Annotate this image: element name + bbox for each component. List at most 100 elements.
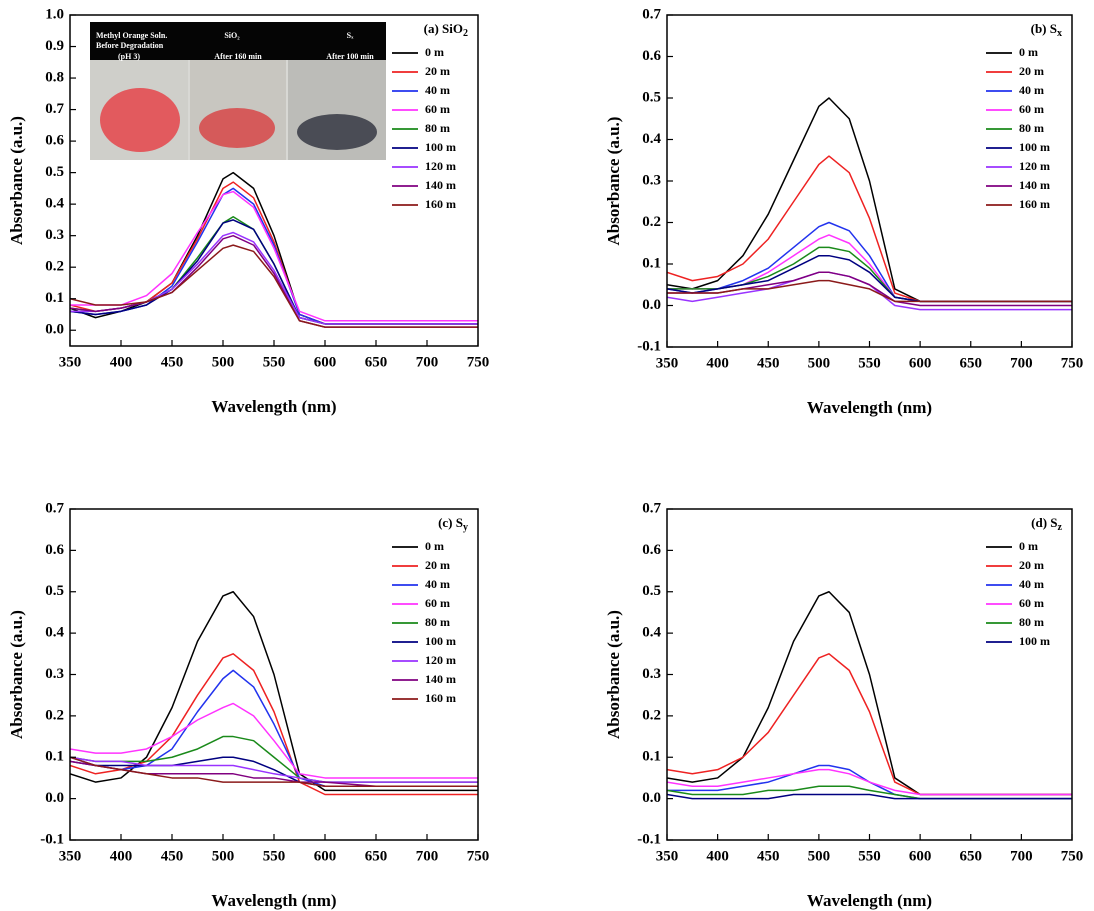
legend-label: 160 m [425, 691, 456, 705]
y-axis-label: Absorbance (a.u.) [7, 116, 26, 245]
x-tick-label: 500 [808, 848, 831, 864]
plot-area [70, 591, 478, 796]
legend-label: 100 m [425, 634, 456, 648]
beaker-sx [297, 114, 377, 150]
data-line [70, 702, 478, 779]
x-tick-label: 400 [110, 848, 133, 864]
y-tick-label: 0.2 [45, 259, 64, 275]
chart-title: (c) Sy [438, 515, 468, 533]
y-tick-label: 0.8 [45, 69, 64, 85]
legend-label: 60 m [425, 596, 450, 610]
y-tick-label: 0.5 [45, 583, 64, 599]
legend-label: 160 m [425, 197, 456, 211]
x-tick-label: 600 [909, 355, 932, 371]
plot-area [667, 591, 1072, 800]
x-tick-label: 700 [1010, 848, 1033, 864]
title-subscript: 2 [463, 28, 468, 39]
legend-label: 0 m [1019, 45, 1038, 59]
legend-label: 80 m [425, 615, 450, 629]
y-tick-label: 0.3 [45, 227, 64, 243]
title-main: (d) S [1031, 515, 1057, 530]
title-subscript: y [463, 522, 468, 533]
title-main: (c) S [438, 515, 463, 530]
legend-label: 20 m [1019, 64, 1044, 78]
title-main: (b) S [1031, 21, 1057, 36]
chart-panel: -0.1 0.0 0.1 0.2 0.3 0.4 0.5 0.6 0.7 350 400 450 500… [604, 500, 1083, 909]
x-tick-label: 700 [1010, 355, 1033, 371]
y-tick-label: 0.5 [642, 583, 661, 599]
data-line [70, 181, 478, 325]
x-tick-label: 450 [757, 355, 780, 371]
y-axis-label: Absorbance (a.u.) [604, 117, 623, 246]
plot-area [70, 171, 478, 328]
y-tick-label: 0.0 [642, 297, 661, 313]
inset-label: Sₓ [347, 31, 354, 40]
data-line [70, 735, 478, 783]
chart-title: (a) SiO2 [424, 21, 468, 39]
x-axis-label: Wavelength (nm) [211, 891, 336, 910]
legend-label: 40 m [1019, 83, 1044, 97]
data-line [70, 244, 478, 328]
x-tick-label: 650 [960, 848, 983, 864]
data-line [667, 254, 1072, 303]
x-tick-label: 350 [656, 355, 679, 371]
y-tick-label: 0.2 [642, 707, 661, 723]
x-axis-label: Wavelength (nm) [807, 398, 932, 417]
y-tick-label: 0.7 [642, 6, 661, 22]
y-tick-label: 0.3 [45, 666, 64, 682]
legend-label: 100 m [1019, 634, 1050, 648]
x-tick-label: 350 [59, 848, 82, 864]
y-tick-label: 0.5 [642, 89, 661, 105]
x-axis-label: Wavelength (nm) [807, 891, 932, 910]
x-tick-label: 450 [161, 848, 184, 864]
y-tick-label: 0.0 [45, 790, 64, 806]
chart-panel: -0.1 0.0 0.1 0.2 0.3 0.4 0.5 0.6 0.7 350 400 450 500… [604, 6, 1083, 416]
y-tick-label: 0.3 [642, 666, 661, 682]
legend-label: 0 m [425, 45, 444, 59]
x-tick-label: 350 [656, 848, 679, 864]
y-tick-label: 0.0 [642, 790, 661, 806]
y-tick-label: 0.4 [45, 196, 64, 212]
y-tick-label: 0.7 [642, 500, 661, 516]
data-line [667, 155, 1072, 303]
y-tick-label: 0.1 [642, 255, 661, 271]
legend-label: 20 m [425, 558, 450, 572]
y-tick-label: 0.1 [45, 749, 64, 765]
y-tick-label: 1.0 [45, 6, 64, 22]
y-tick-label: 0.9 [45, 38, 64, 54]
y-tick-label: 0.6 [642, 48, 661, 64]
legend-label: 160 m [1019, 197, 1050, 211]
y-tick-label: -0.1 [637, 831, 661, 847]
x-tick-label: 750 [467, 848, 490, 864]
x-tick-label: 650 [365, 848, 388, 864]
inset-label: After 100 min [326, 52, 374, 61]
inset-label: Before Degradation [96, 41, 164, 50]
legend-label: 140 m [425, 178, 456, 192]
y-tick-label: 0.3 [642, 172, 661, 188]
x-tick-label: 650 [365, 354, 388, 370]
x-tick-label: 700 [416, 848, 439, 864]
data-line [70, 756, 478, 783]
x-tick-label: 500 [212, 848, 235, 864]
title-main: (a) SiO [424, 21, 463, 36]
inset-photo: Methyl Orange Soln. Before Degradation (… [90, 22, 386, 160]
x-tick-label: 400 [110, 354, 133, 370]
legend-label: 80 m [1019, 121, 1044, 135]
y-tick-label: 0.6 [45, 133, 64, 149]
chart-title: (b) Sx [1031, 21, 1062, 39]
legend-label: 140 m [1019, 178, 1050, 192]
photo-header [90, 22, 386, 60]
x-tick-label: 500 [808, 355, 831, 371]
x-tick-label: 600 [909, 848, 932, 864]
beaker-orange [100, 88, 180, 152]
inset-label: (pH 3) [118, 52, 140, 61]
inset-label: Methyl Orange Soln. [96, 31, 167, 40]
y-tick-label: 0.2 [642, 214, 661, 230]
legend-label: 20 m [1019, 558, 1044, 572]
y-tick-label: 0.4 [642, 625, 661, 641]
legend-label: 0 m [1019, 539, 1038, 553]
y-tick-label: 0.4 [642, 131, 661, 147]
chart-panel: 0.0 0.1 0.2 0.3 0.4 0.5 0.6 0.7 0.8 0.9 1.0 350 400 4… [7, 6, 489, 415]
legend-label: 100 m [425, 140, 456, 154]
